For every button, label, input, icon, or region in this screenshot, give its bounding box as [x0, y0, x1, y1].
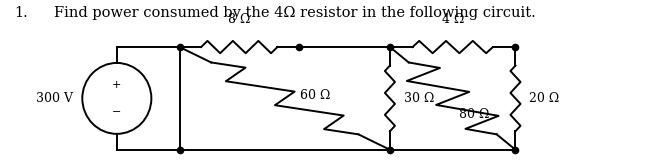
Text: 1.: 1. [14, 6, 28, 20]
Text: 20 Ω: 20 Ω [529, 92, 560, 105]
Text: Find power consumed by the 4Ω resistor in the following circuit.: Find power consumed by the 4Ω resistor i… [54, 6, 536, 20]
Text: 80 Ω: 80 Ω [459, 108, 489, 121]
Text: −: − [112, 107, 122, 117]
Text: 300 V: 300 V [36, 92, 73, 105]
Text: 8 Ω: 8 Ω [228, 13, 250, 26]
Text: 60 Ω: 60 Ω [300, 89, 331, 102]
Text: +: + [112, 80, 122, 90]
Text: 4 Ω: 4 Ω [441, 13, 464, 26]
Text: 30 Ω: 30 Ω [404, 92, 434, 105]
